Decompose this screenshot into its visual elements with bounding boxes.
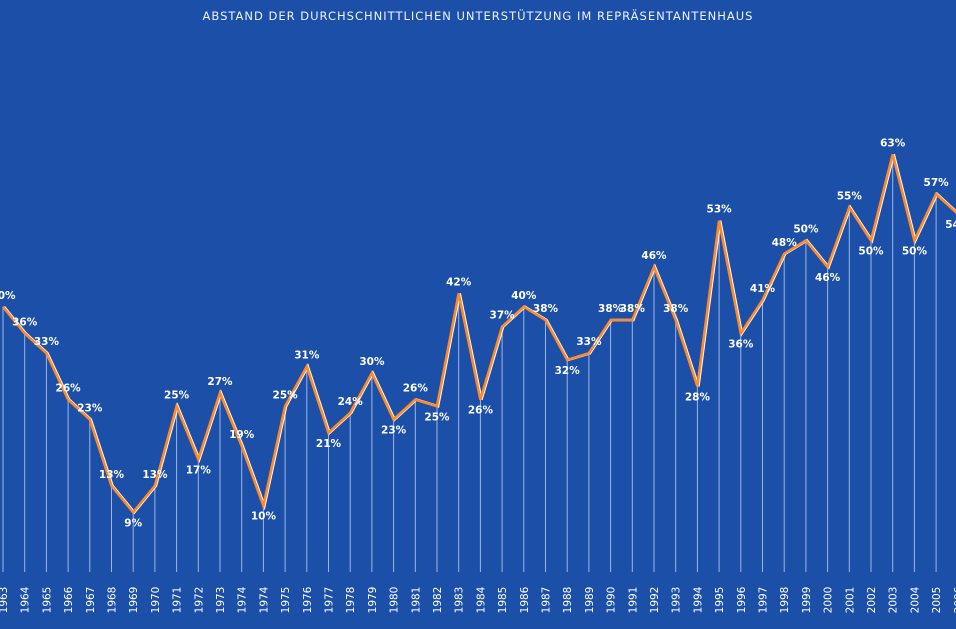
x-tick-label: 2006	[953, 586, 956, 613]
data-label: 50%	[902, 246, 928, 258]
x-tick-label: 1997	[758, 587, 770, 614]
data-label: 40%	[511, 290, 537, 302]
x-tick-label: 1974	[237, 586, 249, 613]
data-label: 32%	[555, 365, 581, 377]
x-tick-label: 1989	[584, 587, 596, 614]
x-tick-label: 1979	[367, 587, 379, 614]
x-tick-label: 2004	[909, 586, 921, 613]
x-tick-label: 1994	[692, 586, 704, 613]
data-label: 30%	[359, 356, 385, 368]
x-tick-label: 1976	[302, 586, 314, 613]
x-tick-label: 1963	[0, 587, 10, 614]
x-tick-label: 1965	[41, 587, 53, 614]
chart-title: ABSTAND DER DURCHSCHNITTLICHEN UNTERSTÜT…	[203, 7, 754, 23]
data-label: 55%	[837, 190, 863, 202]
x-tick-label: 1972	[193, 587, 205, 614]
x-tick-label: 2000	[823, 587, 835, 614]
data-label: 26%	[403, 383, 429, 395]
x-tick-label: 1977	[324, 587, 336, 614]
data-label: 38%	[620, 303, 646, 315]
data-label: 63%	[880, 137, 906, 149]
data-label: 50%	[793, 224, 819, 236]
data-label: 46%	[641, 250, 667, 262]
x-tick-label: 1967	[85, 587, 97, 614]
data-label: 21%	[316, 438, 342, 450]
x-tick-label: 1995	[714, 587, 726, 614]
data-label: 9%	[124, 517, 142, 529]
x-tick-label: 1988	[562, 587, 574, 614]
data-label: 50%	[858, 246, 884, 258]
data-label: 33%	[576, 336, 602, 348]
x-tick-label: 1992	[649, 587, 661, 614]
data-label: 17%	[186, 464, 212, 476]
x-tick-label: 2001	[844, 587, 856, 614]
x-tick-label: 1980	[389, 587, 401, 614]
data-label: 48%	[772, 237, 798, 249]
x-tick-label: 1968	[107, 587, 119, 614]
x-tick-label: 1971	[172, 587, 184, 614]
x-tick-label: 1973	[215, 587, 227, 614]
x-tick-label: 1981	[410, 587, 422, 614]
x-tick-label: 2003	[888, 587, 900, 614]
data-label: 54%	[945, 219, 956, 231]
x-tick-label: 2002	[866, 587, 878, 614]
data-label: 13%	[142, 469, 168, 481]
x-tick-label: 1983	[454, 587, 466, 614]
x-tick-label: 1974	[258, 586, 270, 613]
data-label: 36%	[12, 316, 38, 328]
x-tick-label: 1993	[671, 587, 683, 614]
x-tick-label: 1991	[627, 587, 639, 614]
data-label: 13%	[99, 469, 125, 481]
data-label: 23%	[381, 425, 407, 437]
x-tick-label: 1984	[475, 586, 487, 613]
data-label: 46%	[815, 272, 841, 284]
data-label: 42%	[446, 277, 472, 289]
data-label: 31%	[294, 349, 320, 361]
data-label: 38%	[533, 303, 559, 315]
data-label: 25%	[164, 389, 190, 401]
data-label: 10%	[251, 511, 277, 523]
data-label: 57%	[924, 177, 950, 189]
data-label: 37%	[490, 310, 516, 322]
data-label: 40%	[0, 290, 16, 302]
data-label: 36%	[728, 338, 754, 350]
data-label: 38%	[598, 303, 624, 315]
x-tick-label: 1982	[432, 587, 444, 614]
data-label: 24%	[338, 396, 364, 408]
data-label: 25%	[424, 411, 450, 423]
x-tick-label: 1998	[779, 587, 791, 614]
x-tick-label: 1978	[345, 587, 357, 614]
x-tick-label: 1975	[280, 587, 292, 614]
data-label: 33%	[34, 336, 60, 348]
x-tick-label: 1970	[150, 587, 162, 614]
data-label: 25%	[273, 389, 299, 401]
x-tick-label: 1987	[541, 587, 553, 614]
data-line	[1, 153, 956, 515]
data-label: 23%	[77, 403, 103, 415]
x-tick-label: 1990	[606, 587, 618, 614]
x-tick-label: 1964	[20, 586, 32, 613]
data-label: 26%	[468, 405, 494, 417]
x-tick-label: 1986	[519, 586, 531, 613]
data-label: 38%	[663, 303, 689, 315]
data-label: 19%	[229, 429, 255, 441]
x-tick-label: 1969	[128, 587, 140, 614]
x-tick-label: 2005	[931, 587, 943, 614]
data-label: 53%	[707, 204, 733, 216]
x-tick-label: 1985	[497, 587, 509, 614]
data-label: 26%	[56, 383, 82, 395]
data-label: 27%	[207, 376, 233, 388]
x-tick-label: 1966	[63, 586, 75, 613]
data-label: 28%	[685, 391, 711, 403]
x-tick-label: 1999	[801, 587, 813, 614]
x-tick-label: 1996	[736, 586, 748, 613]
data-label: 41%	[750, 283, 776, 295]
